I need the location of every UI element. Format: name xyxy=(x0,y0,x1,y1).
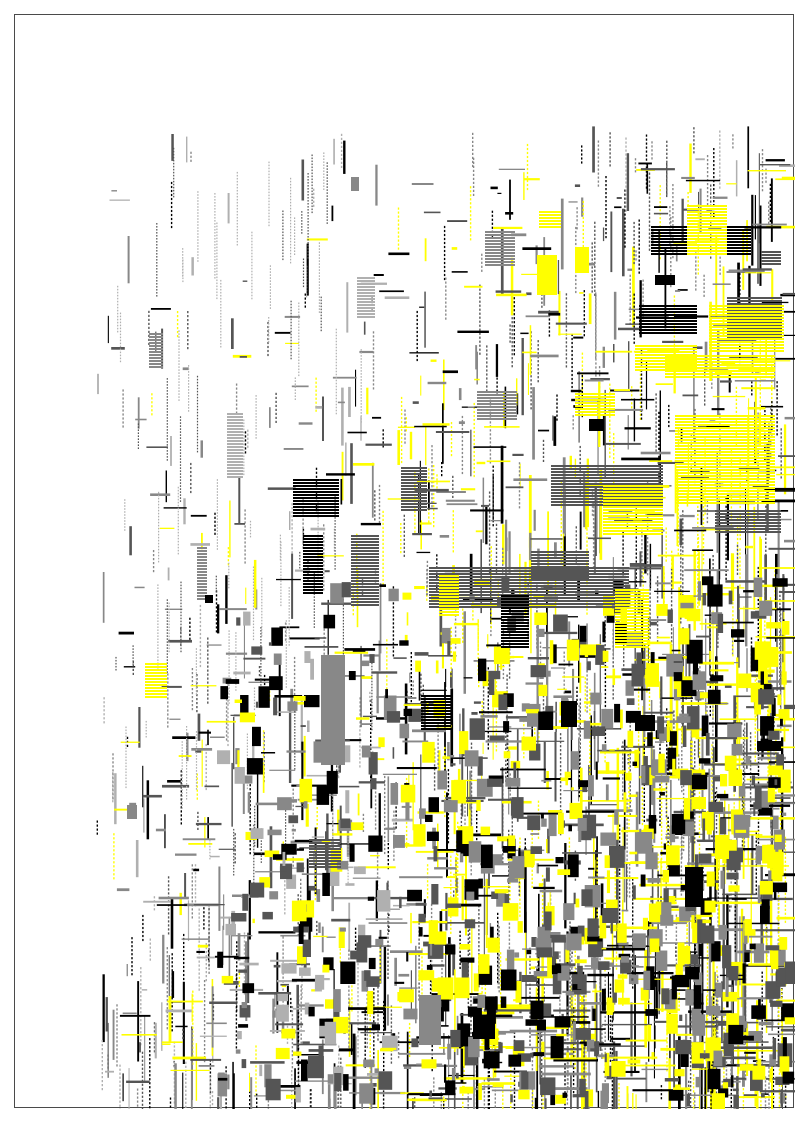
solid-block-0 xyxy=(685,867,703,907)
solid-block-1 xyxy=(561,701,577,727)
solid-block-9 xyxy=(205,595,213,603)
solid-block-13 xyxy=(575,247,589,273)
solid-block-14 xyxy=(537,255,557,295)
abstract-composition xyxy=(96,126,795,1109)
solid-block-5 xyxy=(715,835,729,859)
solid-block-12 xyxy=(655,275,675,285)
artwork-frame xyxy=(14,14,795,1109)
solid-block-6 xyxy=(419,995,441,1045)
solid-block-11 xyxy=(589,419,603,431)
solid-block-7 xyxy=(321,655,345,765)
solid-block-2 xyxy=(473,1015,495,1039)
solid-block-8 xyxy=(127,805,137,819)
solid-block-10 xyxy=(351,177,359,191)
solid-block-4 xyxy=(757,741,781,751)
solid-block-3 xyxy=(635,715,655,731)
